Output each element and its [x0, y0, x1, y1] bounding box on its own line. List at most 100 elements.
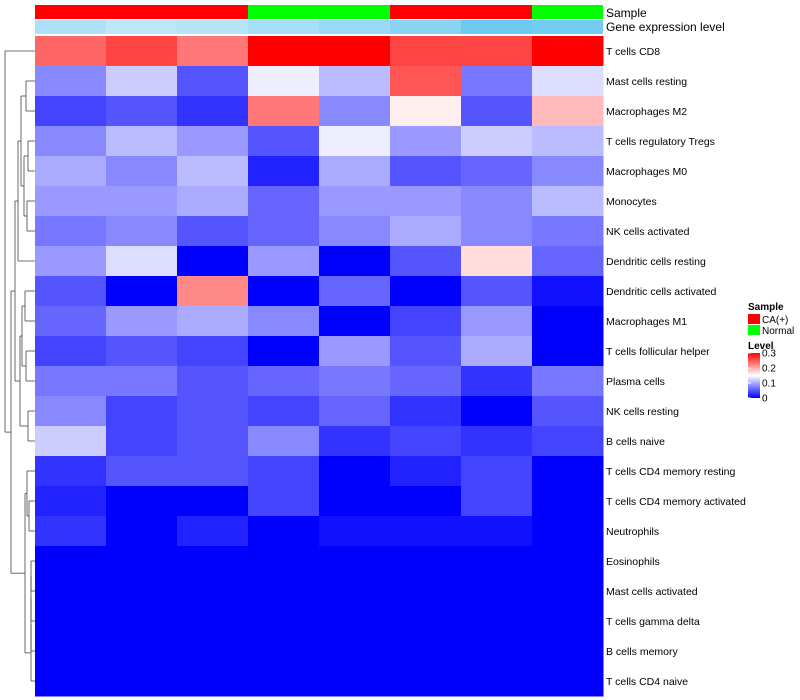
heatmap-cell [319, 96, 391, 127]
heatmap-cell [177, 186, 249, 217]
gene-expression-annotation-cell [177, 20, 248, 34]
heatmap-cell [106, 156, 178, 187]
row-label: Eosinophils [606, 556, 660, 568]
row-label: Mast cells activated [606, 586, 698, 598]
heatmap-cell [461, 66, 533, 97]
heatmap-cell [106, 426, 178, 457]
heatmap-cell [35, 36, 107, 67]
heatmap-cell [248, 666, 320, 697]
heatmap-cell [461, 456, 533, 487]
heatmap-cell [177, 426, 249, 457]
heatmap-cell [390, 216, 462, 247]
heatmap-cell [532, 186, 604, 217]
row-label: Plasma cells [606, 376, 665, 388]
heatmap-cell [461, 546, 533, 577]
sample-annotation-cell [319, 5, 390, 19]
heatmap-cell [390, 396, 462, 427]
heatmap-cell [248, 396, 320, 427]
heatmap-cell [177, 36, 249, 67]
heatmap-cell [461, 126, 533, 157]
heatmap-cell [390, 66, 462, 97]
heatmap-cell [177, 126, 249, 157]
heatmap-cell [106, 246, 178, 277]
heatmap-cell [106, 636, 178, 667]
heatmap-cell [390, 126, 462, 157]
heatmap-cell [461, 666, 533, 697]
heatmap-cell [35, 606, 107, 637]
gene-expression-annotation-cell [106, 20, 177, 34]
gene-expression-annotation-cell [35, 20, 106, 34]
heatmap-cell [106, 546, 178, 577]
heatmap-cell [390, 426, 462, 457]
heatmap-cell [532, 546, 604, 577]
heatmap-cell [532, 96, 604, 127]
heatmap-cell [248, 576, 320, 607]
heatmap-cell [177, 216, 249, 247]
row-label: T cells follicular helper [606, 346, 710, 358]
heatmap-cell [461, 516, 533, 547]
legend-swatch-ca [748, 314, 760, 324]
heatmap-cell [461, 396, 533, 427]
row-label: Macrophages M1 [606, 316, 687, 328]
heatmap-cell [319, 66, 391, 97]
heatmap-cell [461, 306, 533, 337]
heatmap-cell [35, 546, 107, 577]
heatmap-cell [106, 576, 178, 607]
heatmap-cell [106, 186, 178, 217]
heatmap-cell [461, 336, 533, 367]
gene-expression-annotation-cell [390, 20, 461, 34]
heatmap-cell [532, 606, 604, 637]
legend-sample-title: Sample [748, 302, 784, 313]
heatmap-cell [390, 246, 462, 277]
heatmap-cell [390, 576, 462, 607]
heatmap-cell [248, 306, 320, 337]
heatmap-cell [319, 36, 391, 67]
heatmap-cell [248, 636, 320, 667]
heatmap-cell [390, 366, 462, 397]
sample-annotation-label: Sample [606, 6, 647, 20]
heatmap-cell [35, 396, 107, 427]
heatmap-cell [319, 336, 391, 367]
heatmap-cell [106, 666, 178, 697]
row-label: Neutrophils [606, 526, 659, 538]
legend: Sample CA(+) Normal Level 0.3 0.2 0.1 0 [748, 302, 794, 405]
legend-tick-label: 0.1 [762, 379, 776, 390]
heatmap-cell [106, 216, 178, 247]
heatmap-cell [35, 666, 107, 697]
heatmap-cell [532, 576, 604, 607]
heatmap-cell [319, 366, 391, 397]
heatmap-cell [106, 366, 178, 397]
heatmap-cell [390, 516, 462, 547]
heatmap-cell [177, 576, 249, 607]
heatmap-cell [177, 396, 249, 427]
heatmap-cell [319, 606, 391, 637]
heatmap-cell [532, 306, 604, 337]
heatmap-cell [319, 306, 391, 337]
heatmap-cell [532, 246, 604, 277]
heatmap-cell [106, 396, 178, 427]
heatmap-cell [532, 336, 604, 367]
heatmap-cell [461, 36, 533, 67]
gene-expression-annotation-cell [532, 20, 603, 34]
heatmap-cell [248, 426, 320, 457]
heatmap-cell [319, 666, 391, 697]
row-label: NK cells activated [606, 226, 690, 238]
heatmap-cell [532, 276, 604, 307]
row-label: Monocytes [606, 196, 657, 208]
heatmap-cell [532, 666, 604, 697]
heatmap-cell [390, 336, 462, 367]
sample-annotation-cell [106, 5, 177, 19]
heatmap-cell [248, 606, 320, 637]
heatmap-cell [532, 396, 604, 427]
heatmap-cell [35, 246, 107, 277]
sample-annotation-cell [532, 5, 603, 19]
heatmap-cell [106, 456, 178, 487]
heatmap-cell [177, 366, 249, 397]
heatmap-cell [248, 276, 320, 307]
heatmap-cell [532, 216, 604, 247]
heatmap-cell [177, 516, 249, 547]
legend-label-ca: CA(+) [762, 315, 788, 326]
legend-label-normal: Normal [762, 326, 794, 337]
heatmap-cell [106, 336, 178, 367]
